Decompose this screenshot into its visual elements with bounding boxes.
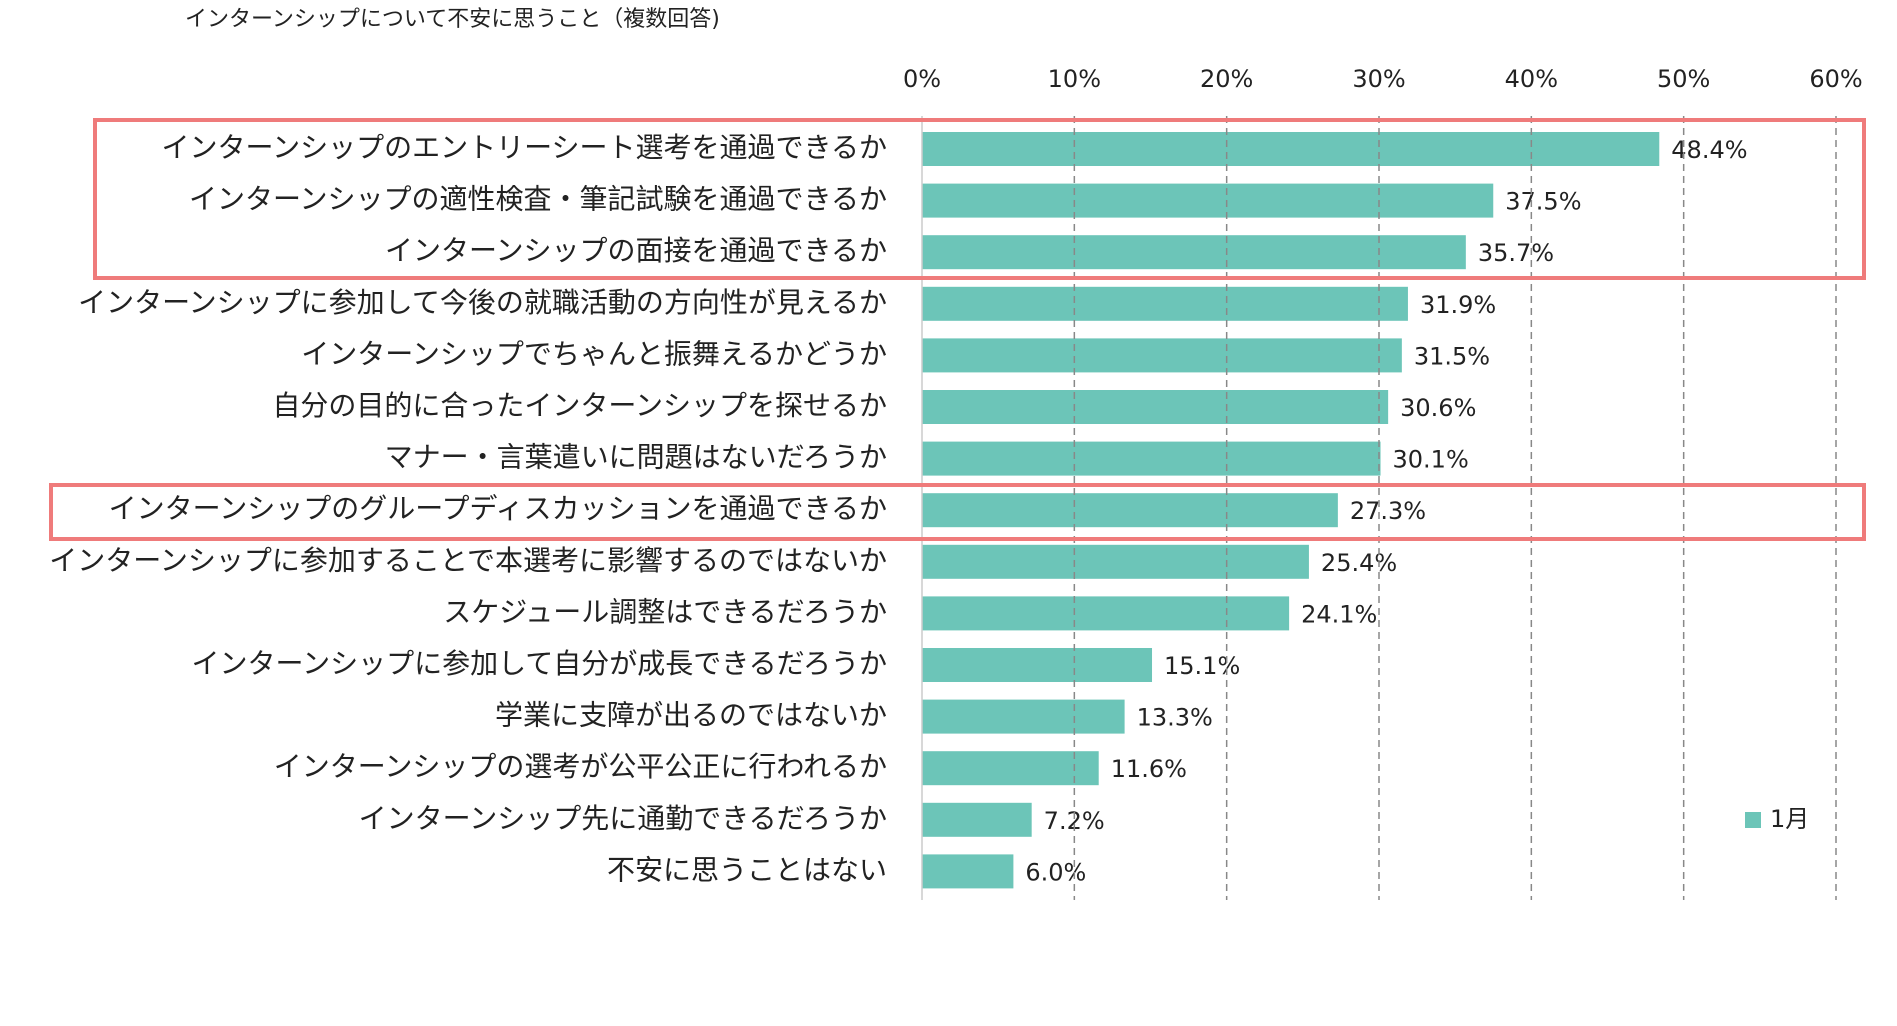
bar: [922, 183, 1494, 218]
bar: [922, 390, 1389, 424]
y-tick-label: インターンシップの面接を通過できるか: [385, 234, 887, 267]
value-label: 31.9%: [1420, 291, 1496, 319]
value-label: 48.4%: [1671, 136, 1747, 164]
value-label: 13.3%: [1137, 704, 1213, 732]
legend-swatch: [1745, 812, 1761, 828]
x-tick-label: 60%: [1809, 65, 1862, 93]
bar: [922, 493, 1338, 528]
legend-label: 1月: [1770, 805, 1809, 833]
value-label: 30.6%: [1400, 394, 1476, 422]
x-tick-label: 20%: [1200, 65, 1253, 93]
y-tick-label: インターンシップ先に通勤できるだろうか: [359, 802, 887, 835]
y-tick-label: インターンシップに参加することで本選考に影響するのではないか: [49, 544, 887, 577]
y-tick-label: 自分の目的に合ったインターンシップを探せるか: [272, 389, 887, 422]
y-tick-label: インターンシップでちゃんと振舞えるかどうか: [301, 337, 887, 370]
value-label: 15.1%: [1164, 652, 1240, 680]
x-tick-label: 10%: [1048, 65, 1101, 93]
value-label: 30.1%: [1393, 446, 1469, 474]
y-tick-label: インターンシップのエントリーシート選考を通過できるか: [162, 131, 887, 164]
x-tick-label: 50%: [1657, 65, 1710, 93]
y-tick-label: インターンシップの選考が公平公正に行われるか: [274, 750, 887, 783]
value-label: 27.3%: [1350, 497, 1426, 525]
bar: [922, 441, 1381, 476]
bar: [922, 699, 1125, 734]
bar: [922, 751, 1099, 786]
bar: [922, 802, 1032, 837]
highlight-box: [93, 118, 1866, 280]
chart-title: インターンシップについて不安に思うこと（複数回答): [185, 7, 720, 32]
y-tick-label: インターンシップに参加して今後の就職活動の方向性が見えるか: [78, 286, 887, 319]
bar: [922, 338, 1402, 373]
y-tick-label: インターンシップのグループディスカッションを通過できるか: [109, 492, 887, 525]
value-label: 24.1%: [1301, 600, 1377, 628]
y-tick-label: スケジュール調整はできるだろうか: [443, 595, 887, 628]
y-tick-label: マナー・言葉遣いに問題はないだろうか: [385, 441, 887, 474]
value-label: 31.5%: [1414, 342, 1490, 370]
bar: [922, 132, 1660, 166]
x-tick-label: 30%: [1352, 65, 1405, 93]
value-label: 37.5%: [1505, 188, 1581, 216]
y-tick-label: 不安に思うことはない: [607, 853, 887, 886]
x-tick-label: 0%: [903, 65, 941, 93]
y-tick-label: インターンシップの適性検査・筆記試験を通過できるか: [189, 183, 887, 216]
value-label: 35.7%: [1478, 239, 1554, 267]
bar: [922, 286, 1408, 321]
bar: [922, 596, 1290, 631]
value-label: 25.4%: [1321, 549, 1397, 577]
bar: [922, 648, 1153, 682]
bar: [922, 544, 1309, 579]
bar: [922, 235, 1466, 270]
highlight-box: [49, 483, 1866, 541]
value-label: 11.6%: [1111, 755, 1187, 783]
value-label: 6.0%: [1025, 858, 1086, 886]
x-tick-label: 40%: [1505, 65, 1558, 93]
y-tick-label: 学業に支障が出るのではないか: [495, 699, 887, 732]
y-tick-label: インターンシップに参加して自分が成長できるだろうか: [191, 647, 887, 680]
bar: [922, 854, 1014, 889]
